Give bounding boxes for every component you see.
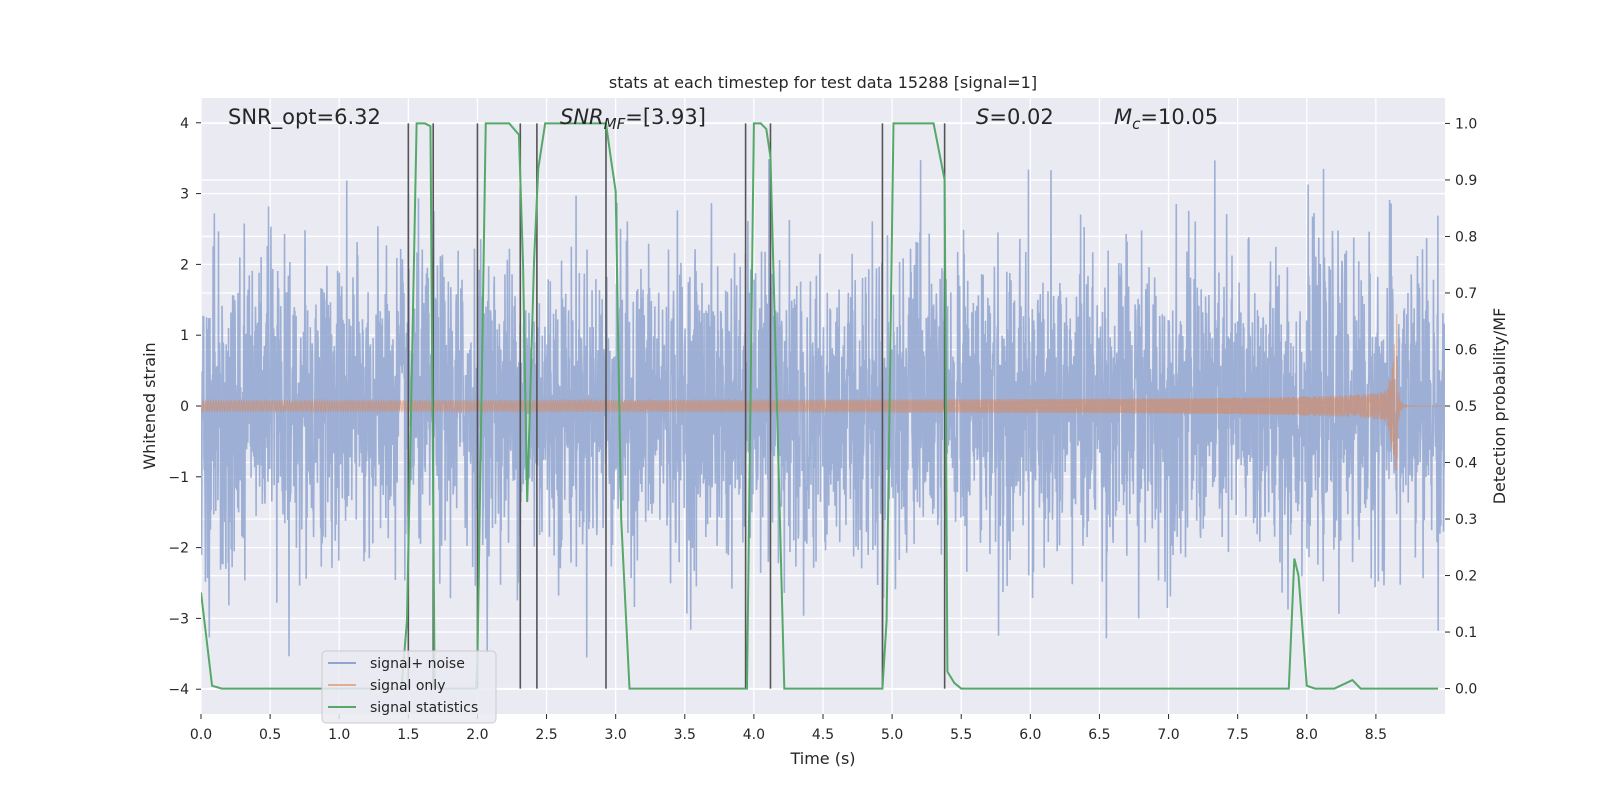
x-tick-label: 4.5 [812, 727, 834, 743]
y-tick-label: −1 [168, 470, 189, 486]
y2-tick-label: 1.0 [1455, 116, 1477, 132]
x-tick-label: 6.5 [1088, 727, 1110, 743]
annotation-mc-var: M [1114, 105, 1132, 129]
annotation-mc-value: =10.05 [1140, 105, 1218, 129]
y-tick-label: −2 [168, 541, 189, 557]
annotation-s: S=0.02 [976, 105, 1054, 129]
y-axis-label: Whitened strain [140, 342, 159, 469]
y2-tick-label: 0.2 [1455, 569, 1477, 585]
annotation-mc: Mc=10.05 [1114, 105, 1218, 133]
annotation-snr-mf: SNRMF=[3.93] [560, 105, 706, 133]
x-axis-ticks: 0.0 0.5 1.0 1.5 2.0 2.5 3.0 3.5 4.0 4.5 5.0 5.5 6.0 6… [190, 714, 1387, 743]
y2-tick-label: 0.3 [1455, 512, 1477, 528]
y-axis-ticks: −4 −3 −2 −1 0 1 2 3 4 [168, 116, 201, 698]
y2-tick-label: 0.9 [1455, 173, 1477, 189]
x-tick-label: 3.0 [605, 727, 627, 743]
x-tick-label: 8.5 [1365, 727, 1387, 743]
legend-label-signal-only: signal only [370, 678, 445, 694]
x-tick-label: 0.5 [259, 727, 281, 743]
y2-tick-label: 0.4 [1455, 456, 1477, 472]
x-tick-label: 2.0 [466, 727, 488, 743]
x-axis-label: Time (s) [789, 749, 855, 768]
x-tick-label: 2.5 [535, 727, 557, 743]
y2-tick-label: 0.1 [1455, 625, 1477, 641]
y-tick-label: 4 [180, 116, 189, 132]
annotation-snr-opt: SNR_opt=6.32 [228, 105, 381, 130]
annotation-snr-mf-sub: MF [604, 115, 626, 133]
x-tick-label: 1.5 [397, 727, 419, 743]
x-tick-label: 5.0 [881, 727, 903, 743]
x-tick-label: 7.5 [1227, 727, 1249, 743]
y2-tick-label: 0.5 [1455, 399, 1477, 415]
y2-tick-label: 0.7 [1455, 286, 1477, 302]
x-tick-label: 7.0 [1157, 727, 1179, 743]
y2-tick-label: 0.6 [1455, 342, 1477, 358]
y2-axis-ticks: 0.0 0.1 0.2 0.3 0.4 0.5 0.6 0.7 0.8 0.9 1.0 [1445, 116, 1477, 698]
x-tick-label: 6.0 [1019, 727, 1041, 743]
legend: signal+ noise signal only signal statist… [321, 650, 497, 724]
legend-label-signal-noise: signal+ noise [370, 656, 465, 672]
y2-axis-label: Detection probability/MF [1490, 308, 1509, 505]
chart-title: stats at each timestep for test data 152… [609, 73, 1037, 92]
annotation-s-value: =0.02 [989, 105, 1053, 129]
annotation-mc-sub: c [1132, 115, 1141, 133]
x-tick-label: 8.0 [1296, 727, 1318, 743]
series-signal-statistics-line [201, 122, 1439, 690]
x-tick-label: 1.0 [328, 727, 350, 743]
y-tick-label: −4 [168, 682, 189, 698]
x-tick-label: 0.0 [190, 727, 212, 743]
x-tick-label: 3.5 [674, 727, 696, 743]
y-tick-label: 3 [180, 187, 189, 203]
annotation-snr-mf-value: =[3.93] [625, 105, 706, 129]
y2-tick-label: 0.8 [1455, 229, 1477, 245]
legend-box [321, 650, 497, 724]
y-tick-label: 0 [180, 399, 189, 415]
legend-label-signal-statistics: signal statistics [370, 700, 478, 716]
annotation-snr-mf-main: SNR [560, 105, 604, 129]
y-tick-label: 2 [180, 257, 189, 273]
x-tick-label: 5.5 [950, 727, 972, 743]
x-tick-label: 4.0 [743, 727, 765, 743]
y-tick-label: 1 [180, 328, 189, 344]
y-tick-label: −3 [168, 611, 189, 627]
y2-tick-label: 0.0 [1455, 682, 1477, 698]
annotation-s-var: S [976, 105, 989, 129]
